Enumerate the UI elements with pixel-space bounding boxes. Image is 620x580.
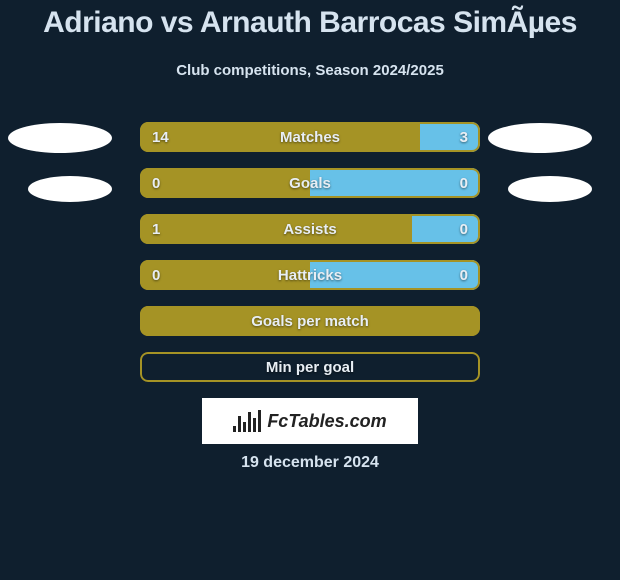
stat-row: 00Goals [140,168,480,198]
stat-row: Goals per match [140,306,480,336]
fctables-logo: FcTables.com [202,398,418,444]
stat-row: 00Hattricks [140,260,480,290]
logo-text: FcTables.com [267,411,386,432]
player-right-ellipse-1 [488,123,592,153]
comparison-infographic: Adriano vs Arnauth Barrocas SimÃµes Club… [0,0,620,580]
stat-label: Goals per match [140,306,480,336]
player-right-ellipse-2 [508,176,592,202]
player-left-ellipse-2 [28,176,112,202]
stat-row: 143Matches [140,122,480,152]
stat-label: Min per goal [140,352,480,382]
stat-label: Assists [140,214,480,244]
stat-label: Goals [140,168,480,198]
stat-row: Min per goal [140,352,480,382]
player-left-ellipse-1 [8,123,112,153]
logo-bars-icon [233,410,261,432]
date-label: 19 december 2024 [0,454,620,472]
subtitle: Club competitions, Season 2024/2025 [0,62,620,79]
stat-label: Hattricks [140,260,480,290]
page-title: Adriano vs Arnauth Barrocas SimÃµes [0,6,620,40]
stat-row: 10Assists [140,214,480,244]
stat-label: Matches [140,122,480,152]
